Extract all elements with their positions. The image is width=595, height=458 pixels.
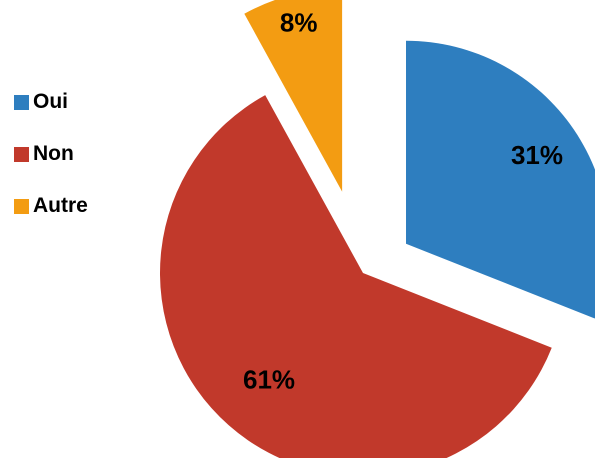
data-label-non: 61% bbox=[243, 365, 295, 395]
legend-item-autre: Autre bbox=[14, 180, 88, 232]
data-label-autre: 8% bbox=[280, 8, 318, 38]
pie-slice-autre bbox=[244, 0, 343, 192]
legend-item-non: Non bbox=[14, 128, 88, 180]
legend: Oui Non Autre bbox=[14, 76, 88, 232]
legend-label-autre: Autre bbox=[33, 194, 88, 217]
legend-label-non: Non bbox=[33, 142, 74, 165]
pie-slice-oui bbox=[406, 40, 595, 319]
pie-slices bbox=[160, 0, 595, 458]
legend-swatch-autre bbox=[14, 198, 29, 214]
data-label-oui: 31% bbox=[511, 140, 563, 170]
legend-item-oui: Oui bbox=[14, 76, 88, 128]
legend-swatch-oui bbox=[14, 94, 29, 110]
pie-slice-labels: 31% 61% 8% bbox=[243, 8, 563, 395]
pie-slice-non bbox=[160, 95, 552, 458]
legend-swatch-non bbox=[14, 146, 29, 162]
legend-label-oui: Oui bbox=[33, 90, 68, 113]
